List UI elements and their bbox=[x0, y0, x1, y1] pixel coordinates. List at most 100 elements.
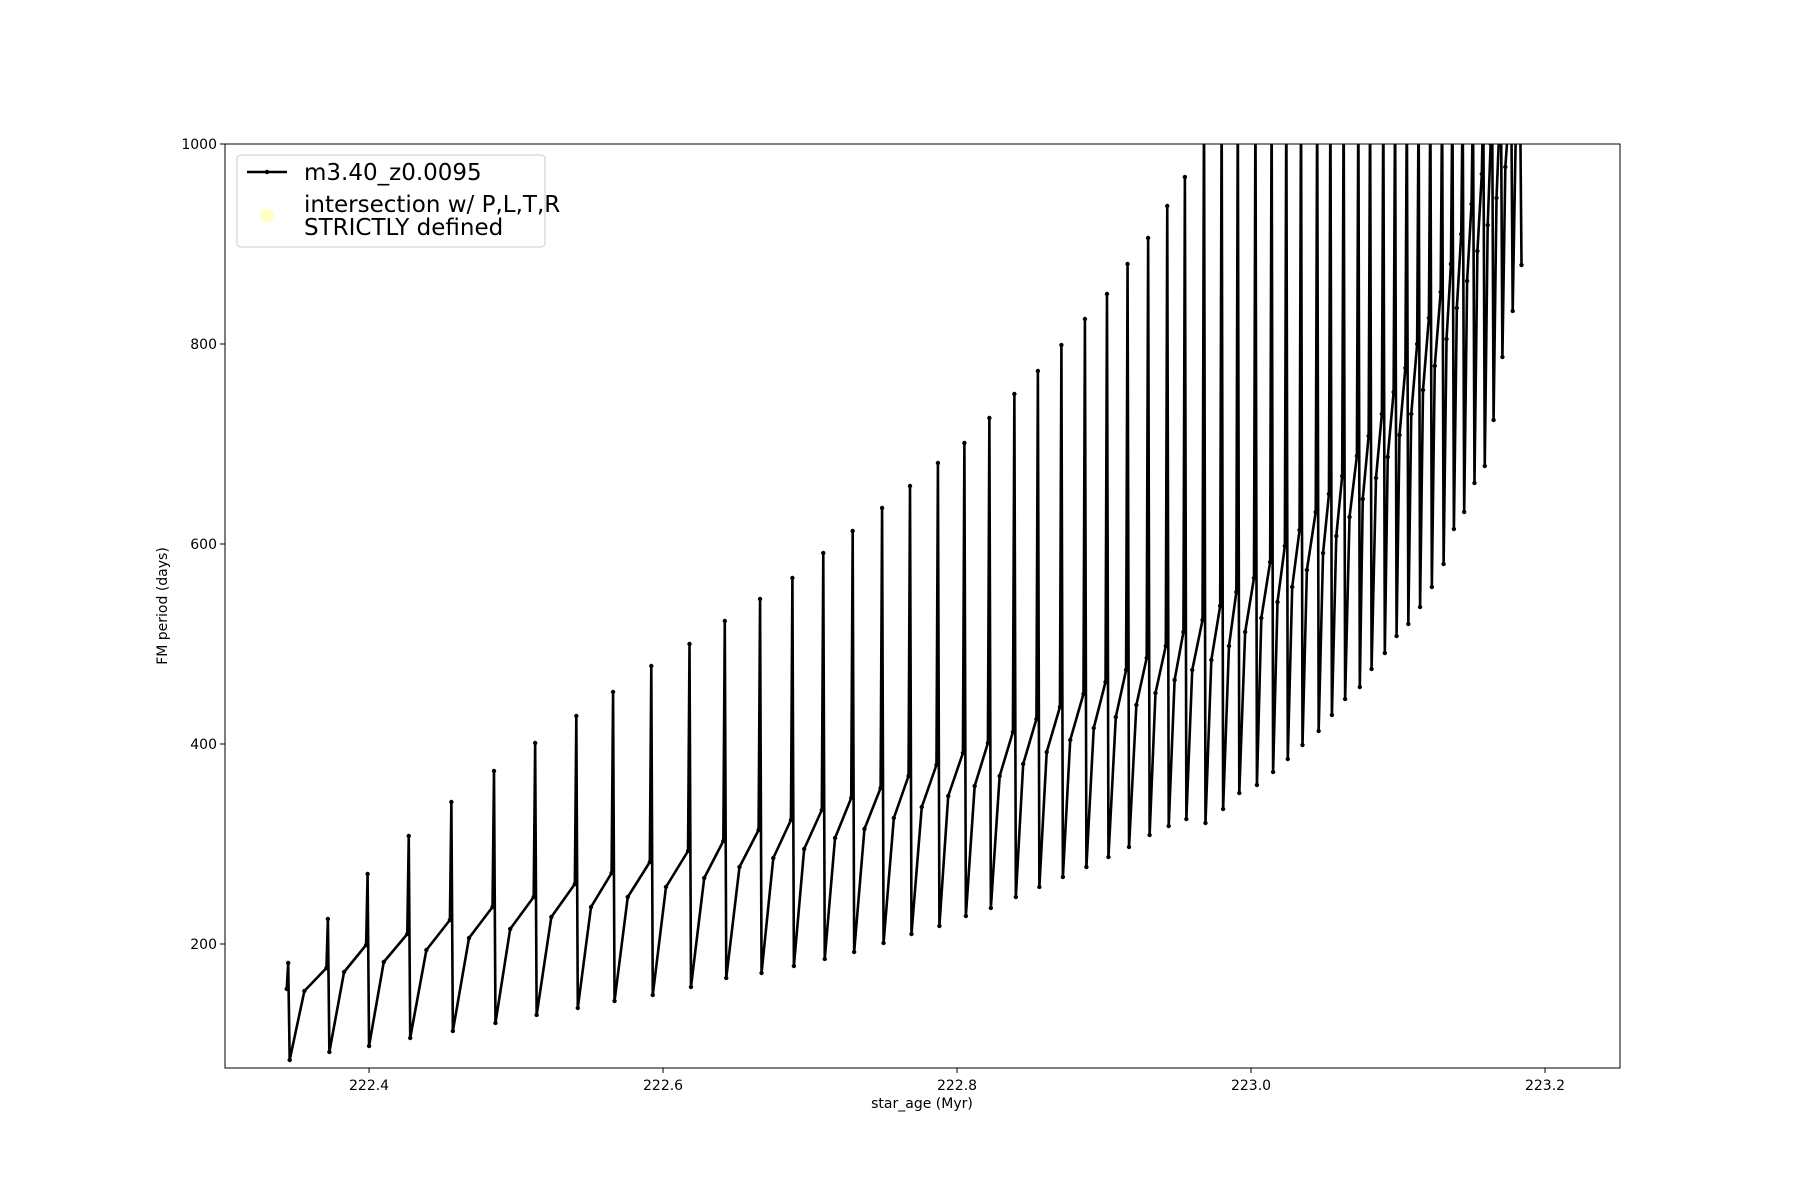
axes-frame bbox=[224, 143, 1621, 1069]
data-point bbox=[1013, 894, 1019, 900]
legend-label: m3.40_z0.0095 bbox=[304, 160, 482, 186]
data-point bbox=[946, 793, 951, 799]
data-point bbox=[722, 618, 727, 624]
data-point bbox=[1379, 411, 1385, 417]
data-point bbox=[287, 1057, 292, 1063]
legend-marker bbox=[264, 169, 270, 175]
data-point bbox=[1429, 584, 1435, 590]
data-point bbox=[1234, 589, 1239, 595]
data-point bbox=[934, 762, 939, 768]
data-point bbox=[1417, 604, 1423, 610]
data-point bbox=[450, 1028, 456, 1034]
data-point bbox=[1409, 411, 1414, 417]
data-point bbox=[1147, 832, 1152, 838]
data-point bbox=[1220, 806, 1226, 812]
data-point bbox=[801, 846, 807, 852]
data-point bbox=[405, 931, 410, 937]
data-point bbox=[891, 815, 897, 821]
data-point bbox=[363, 942, 369, 948]
data-point bbox=[1182, 174, 1188, 180]
data-point bbox=[1165, 203, 1170, 209]
data-point bbox=[1010, 729, 1016, 735]
data-point bbox=[491, 768, 497, 774]
y-tick-label: 600 bbox=[190, 537, 217, 553]
data-point bbox=[575, 1005, 580, 1011]
data-point bbox=[1123, 667, 1129, 673]
data-point bbox=[962, 440, 967, 446]
data-point bbox=[972, 783, 977, 789]
data-point bbox=[1420, 387, 1426, 393]
data-point bbox=[1217, 603, 1223, 609]
x-tick-label: 222.4 bbox=[349, 1078, 389, 1094]
data-point bbox=[1035, 368, 1041, 374]
data-point bbox=[1037, 884, 1042, 890]
data-point bbox=[1360, 496, 1365, 502]
data-point bbox=[1339, 473, 1345, 479]
data-point bbox=[609, 870, 614, 876]
data-point bbox=[907, 483, 913, 489]
data-point bbox=[687, 641, 692, 647]
legend-marker bbox=[260, 208, 274, 223]
data-point bbox=[791, 963, 797, 969]
data-point bbox=[1300, 742, 1305, 748]
data-point bbox=[1254, 782, 1260, 788]
data-point bbox=[1103, 679, 1108, 685]
data-point bbox=[1125, 261, 1130, 267]
data-point bbox=[490, 904, 495, 910]
data-point bbox=[549, 914, 554, 920]
data-point bbox=[988, 905, 994, 911]
data-point bbox=[1469, 201, 1474, 207]
x-tick-label: 222.6 bbox=[643, 1078, 683, 1094]
data-point bbox=[1184, 816, 1189, 822]
data-point bbox=[960, 750, 966, 756]
data-point bbox=[406, 833, 411, 839]
data-point bbox=[1357, 684, 1363, 690]
data-point bbox=[1451, 526, 1457, 532]
data-point bbox=[1320, 550, 1326, 556]
data-point bbox=[721, 838, 726, 844]
data-point bbox=[325, 916, 331, 922]
data-point bbox=[532, 740, 538, 746]
data-point bbox=[1259, 615, 1264, 621]
data-point bbox=[1448, 261, 1454, 267]
data-point bbox=[1454, 305, 1460, 311]
ticks: 222.4 222.6 222.8 223.0 223.2 200 400 600 800 100… bbox=[181, 137, 1565, 1094]
data-point bbox=[851, 949, 857, 955]
data-point bbox=[447, 917, 453, 923]
data-point bbox=[1282, 543, 1288, 549]
data-point bbox=[1226, 643, 1232, 649]
data-point bbox=[424, 947, 429, 953]
data-point bbox=[1510, 308, 1515, 314]
x-tick-label: 223.2 bbox=[1525, 1078, 1565, 1094]
data-point bbox=[1060, 874, 1066, 880]
data-point bbox=[1334, 533, 1339, 539]
data-point bbox=[919, 804, 924, 810]
data-point bbox=[1034, 716, 1039, 722]
data-point bbox=[1144, 655, 1149, 661]
data-point bbox=[1369, 666, 1374, 672]
data-point bbox=[1044, 749, 1049, 755]
data-point bbox=[881, 940, 886, 946]
data-point bbox=[1414, 341, 1420, 347]
data-point bbox=[1289, 584, 1295, 590]
data-point bbox=[531, 894, 536, 900]
data-point bbox=[1373, 475, 1379, 481]
data-point bbox=[286, 960, 291, 966]
data-point bbox=[1270, 769, 1276, 775]
data-point bbox=[1297, 527, 1302, 533]
data-point bbox=[997, 773, 1002, 779]
data-point bbox=[757, 596, 763, 602]
data-point bbox=[1200, 617, 1205, 623]
data-point bbox=[1426, 315, 1432, 321]
data-point bbox=[1059, 342, 1064, 348]
data-point bbox=[1134, 702, 1139, 708]
data-point bbox=[1382, 650, 1388, 656]
data-point bbox=[862, 826, 867, 832]
data-point bbox=[1081, 691, 1086, 697]
data-point bbox=[1432, 363, 1437, 369]
data-point bbox=[987, 415, 992, 421]
data-point bbox=[737, 864, 742, 870]
data-point bbox=[909, 931, 914, 937]
data-point bbox=[1391, 389, 1396, 395]
data-point bbox=[756, 827, 761, 833]
